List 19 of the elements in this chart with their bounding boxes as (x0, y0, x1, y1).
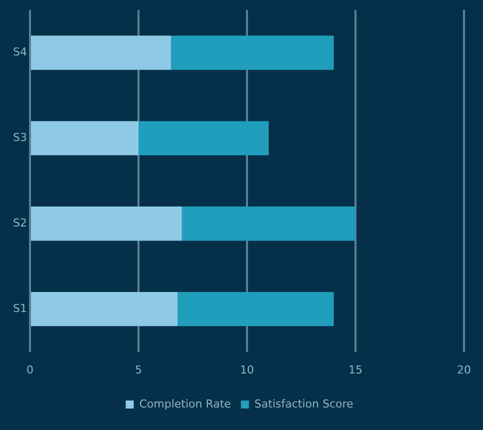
bar (30, 36, 172, 70)
bar (30, 292, 178, 326)
y-tick-label: S2 (12, 216, 27, 230)
x-tick-label: 15 (348, 363, 362, 376)
bar (138, 121, 269, 156)
x-tick-label: 10 (240, 363, 254, 376)
bar (30, 121, 138, 156)
bar (171, 36, 334, 70)
bar (182, 206, 356, 241)
bar (178, 292, 334, 326)
legend-label: Satisfaction Score (254, 397, 354, 410)
y-tick-label: S3 (12, 131, 27, 144)
x-tick-label: 5 (134, 363, 142, 376)
bar (30, 206, 182, 241)
x-tick-label: 20 (457, 363, 471, 376)
y-tick-label: S4 (12, 46, 27, 59)
x-tick-label: 0 (26, 363, 34, 376)
y-tick-label: S1 (12, 302, 27, 315)
legend-label: Completion Rate (139, 397, 232, 410)
